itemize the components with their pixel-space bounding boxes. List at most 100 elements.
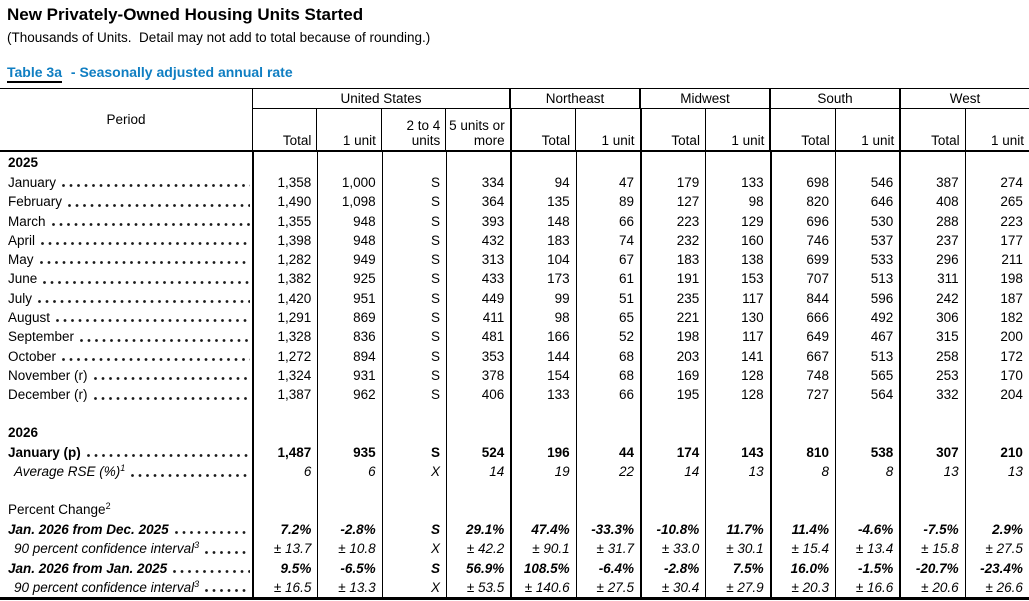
period-label: 90 percent confidence interval3 [14,540,200,557]
value-cell: 108.5% [510,558,575,579]
value-cell: 332 [899,385,964,405]
value-cell: 47.4% [510,520,575,540]
table-3a-link[interactable]: Table 3a [7,64,62,83]
value-cell: -33.3% [575,520,640,540]
value-cell [834,481,899,500]
value-cell: S [381,211,446,231]
value-cell [252,404,317,423]
period-cell: February [0,192,252,211]
value-cell: ± 30.1 [705,539,769,559]
dot-leader [131,472,250,478]
period-label: Jan. 2026 from Jan. 2025 [8,560,168,576]
group-header-united-states: United States [252,89,509,108]
value-cell: 13 [899,462,964,482]
value-cell: -2.8% [317,520,381,540]
value-cell: 196 [510,443,575,463]
value-cell [769,499,835,521]
value-cell: 820 [769,192,835,212]
value-cell: 7.5% [705,558,769,579]
column-header-cell: 1 unit [575,109,639,150]
value-cell: 128 [705,365,769,386]
value-cell: 258 [899,346,964,366]
value-cell: 1,272 [252,346,317,366]
table-row: October 1,272 894 S 353 144 68 203 141 667 513 258 1… [0,346,1029,366]
value-cell: S [381,385,446,405]
value-cell: 387 [899,173,964,193]
value-cell: 707 [769,269,835,289]
value-cell: 533 [834,250,899,270]
value-cell: 492 [834,308,899,328]
value-cell: 223 [639,211,705,231]
period-cell: April [0,231,252,250]
period-label: August [8,310,51,326]
value-cell: -10.8% [639,520,705,540]
value-cell [252,152,317,173]
column-header-cell: Total [899,109,964,150]
value-cell: 1,355 [252,211,317,231]
value-cell: 16.0% [769,558,835,579]
value-cell [575,481,640,500]
value-cell: ± 30.4 [639,578,705,598]
group-header-row: United States Northeast Midwest South West [252,89,1029,109]
value-cell: 306 [899,308,964,328]
value-cell: 449 [445,288,510,309]
value-cell [510,404,575,423]
value-cell: 334 [445,173,510,193]
value-cell: S [381,250,446,270]
spacer-row [0,404,1029,423]
spacer-row [0,481,1029,500]
value-cell [639,404,705,423]
value-cell [705,404,769,423]
value-cell: 13 [964,462,1029,482]
table-caption-suffix: - Seasonally adjusted annual rate [70,64,293,80]
value-cell: 698 [769,173,835,193]
period-label: June [8,271,38,287]
value-cell: 894 [317,346,381,366]
value-cell: 66 [575,211,640,231]
value-cell: ± 13.4 [834,539,899,559]
dot-leader [62,356,250,362]
value-cell: 89 [575,192,640,212]
value-cell: 274 [964,173,1029,193]
dot-leader [173,569,250,575]
value-cell: 242 [899,288,964,309]
value-cell: 1,000 [317,173,381,193]
column-header-cell: Total [769,109,834,150]
value-cell: 307 [899,443,964,463]
value-cell [834,404,899,423]
period-label: 90 percent confidence interval3 [14,579,200,596]
value-cell [769,422,835,444]
footnote-marker: 2 [105,501,111,512]
value-cell: 94 [510,173,575,193]
value-cell: ± 27.9 [705,578,769,598]
value-cell [575,404,640,423]
table-row: February 1,490 1,098 S 364 135 89 127 98 820 646 40… [0,192,1029,212]
value-cell [317,481,381,500]
value-cell: 51 [575,288,640,309]
value-cell: 546 [834,173,899,193]
value-cell: ± 26.6 [964,578,1029,598]
value-cell: 198 [639,327,705,347]
value-cell [317,404,381,423]
dot-leader [41,241,250,247]
value-cell: 1,282 [252,250,317,270]
period-cell: Jan. 2026 from Jan. 2025 [0,559,252,578]
value-cell: 962 [317,385,381,405]
value-cell: 237 [899,230,964,251]
period-cell: July [0,289,252,308]
table-row: Average RSE (%)1 6 6 X 14 19 22 14 13 8 8 13 13 [0,462,1029,482]
table-row: 90 percent confidence interval3 ± 16.5 ± 1… [0,578,1029,598]
value-cell: ± 16.6 [834,578,899,598]
value-cell: 1,487 [252,443,317,463]
value-cell: 393 [445,211,510,231]
value-cell: 288 [899,211,964,231]
value-cell: 925 [317,269,381,289]
value-cell: 481 [445,327,510,347]
value-cell: S [381,173,446,193]
value-cell [317,499,381,521]
period-cell: August [0,308,252,327]
period-cell: September [0,327,252,346]
period-label: May [8,252,34,268]
table-row: January 1,358 1,000 S 334 94 47 179 133 698 546 387… [0,173,1029,193]
value-cell: 173 [510,269,575,289]
